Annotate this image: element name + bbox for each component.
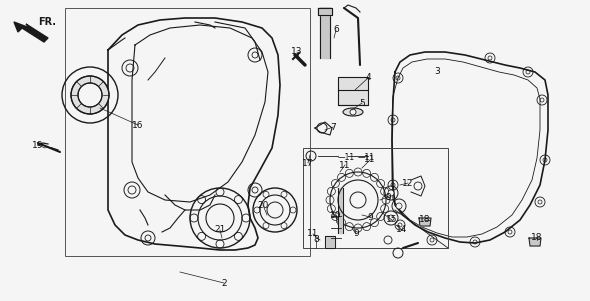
Text: 17: 17 [302,159,314,167]
Circle shape [206,204,234,232]
Text: 12: 12 [402,178,414,188]
Text: 14: 14 [396,225,408,234]
Circle shape [78,83,102,107]
Text: 11: 11 [307,229,319,238]
Text: 16: 16 [132,120,144,129]
Text: 18: 18 [419,216,431,225]
Text: 21: 21 [214,225,226,234]
Polygon shape [419,218,431,226]
Text: 7: 7 [330,123,336,132]
Polygon shape [14,22,48,42]
Text: 8: 8 [313,235,319,244]
Circle shape [71,76,109,114]
Circle shape [388,190,394,196]
Polygon shape [338,188,343,233]
Text: 10: 10 [330,210,342,219]
Polygon shape [320,8,330,58]
Text: FR.: FR. [38,17,56,27]
Text: 5: 5 [359,98,365,107]
Text: —11: —11 [338,154,355,163]
Polygon shape [325,236,335,248]
Circle shape [350,192,366,208]
Text: 13: 13 [291,48,303,57]
Circle shape [350,109,356,115]
Text: 15: 15 [386,216,398,225]
Bar [338,77,368,105]
Circle shape [396,203,402,209]
Text: 9: 9 [367,213,373,222]
Text: —11: —11 [358,154,375,163]
Polygon shape [318,8,332,15]
Text: 11: 11 [339,160,350,169]
Text: 6: 6 [333,26,339,35]
Text: 9: 9 [385,193,391,201]
Ellipse shape [343,108,363,116]
Bar [303,148,448,248]
Circle shape [267,202,283,218]
Text: 9: 9 [353,229,359,238]
Text: 11: 11 [364,156,376,165]
Text: 18: 18 [531,232,543,241]
Text: 20: 20 [257,200,268,209]
Bar [65,8,310,256]
Text: 3: 3 [434,67,440,76]
Text: 4: 4 [365,73,371,82]
Circle shape [388,215,394,221]
Polygon shape [529,238,541,246]
Text: 19: 19 [32,141,44,150]
Text: 2: 2 [221,278,227,287]
